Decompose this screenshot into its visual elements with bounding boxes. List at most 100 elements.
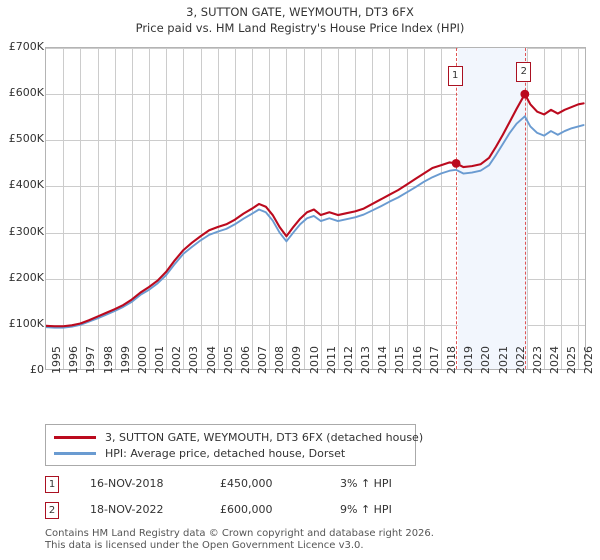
annotation-flag[interactable]: 1 [447, 66, 463, 86]
gridline-horizontal [46, 186, 585, 188]
series-lines [46, 89, 585, 329]
x-axis-tick-label: 2006 [238, 346, 252, 374]
x-axis-tick-label: 2010 [307, 346, 321, 374]
x-axis-tick-label: 1999 [118, 346, 132, 374]
footer-line-1: Contains HM Land Registry data © Crown c… [45, 528, 434, 539]
x-axis-tick-label: 2008 [273, 346, 287, 374]
gridline-vertical [149, 48, 151, 369]
x-axis-tick-label: 2023 [530, 346, 544, 374]
gridline-horizontal [46, 278, 585, 280]
gridline-vertical [526, 48, 528, 369]
x-axis-tick-label: 1998 [101, 346, 115, 374]
x-axis-tick-label: 1997 [84, 346, 98, 374]
gridline-vertical [131, 48, 133, 369]
y-axis-tick-label: £200K [8, 270, 44, 284]
x-axis-tick-label: 2002 [170, 346, 184, 374]
gridline-horizontal [46, 232, 585, 234]
gridline-vertical [544, 48, 546, 369]
gridline-vertical [114, 48, 116, 369]
gridline-horizontal [46, 140, 585, 142]
table-row[interactable]: 2 18-NOV-2022 £600,000 9% ↑ HPI [45, 500, 465, 526]
gridline-vertical [269, 48, 271, 369]
x-axis-tick-label: 2025 [565, 346, 579, 374]
gridline-vertical [578, 48, 580, 369]
x-axis-tick-label: 2024 [548, 346, 562, 374]
transaction-date: 16-NOV-2018 [90, 477, 164, 490]
x-axis-tick-label: 2011 [324, 346, 338, 374]
y-axis-tick-label: £700K [8, 40, 44, 53]
ownership-period-band [458, 48, 527, 369]
transaction-event-line [524, 48, 526, 369]
x-axis-tick-label: 2020 [479, 346, 493, 374]
gridline-vertical [423, 48, 425, 369]
x-axis-tick-label: 2007 [256, 346, 270, 374]
page-subtitle: Price paid vs. HM Land Registry's House … [135, 21, 465, 35]
footer-line-2: This data is licensed under the Open Gov… [45, 540, 364, 551]
y-axis-tick-label: £400K [8, 178, 44, 192]
gridline-vertical [80, 48, 82, 369]
gridline-vertical [406, 48, 408, 369]
legend-swatch-price-paid [54, 435, 96, 439]
chart-legend: 3, SUTTON GATE, WEYMOUTH, DT3 6FX (detac… [45, 424, 423, 466]
gridline-vertical [200, 48, 202, 369]
y-axis-tick-label: £0 [30, 363, 44, 376]
x-axis-tick-label: 2015 [393, 346, 407, 374]
x-axis-tick-label: 2003 [187, 346, 201, 374]
transaction-price: £450,000 [220, 477, 273, 490]
x-axis-tick-label: 2013 [359, 346, 373, 374]
gridline-vertical [63, 48, 65, 369]
x-axis-tick-label: 2017 [427, 346, 441, 374]
annotation-flag[interactable]: 2 [516, 62, 532, 82]
x-axis-tick-label: 2009 [290, 346, 304, 374]
x-axis-tick-label: 2014 [376, 346, 390, 374]
gridline-vertical [234, 48, 236, 369]
transaction-hpi-delta: 9% ↑ HPI [340, 503, 392, 516]
gridline-vertical [372, 48, 374, 369]
x-axis-tick-label: 2004 [204, 346, 218, 374]
gridline-vertical [389, 48, 391, 369]
transaction-event-line [456, 48, 458, 369]
x-axis-tick-label: 2001 [153, 346, 167, 374]
transactions-table: 1 16-NOV-2018 £450,000 3% ↑ HPI 2 18-NOV… [45, 474, 465, 526]
gridline-vertical [166, 48, 168, 369]
transaction-date: 18-NOV-2022 [90, 503, 164, 516]
gridline-horizontal [46, 48, 585, 49]
gridline-vertical [355, 48, 357, 369]
table-row[interactable]: 1 16-NOV-2018 £450,000 3% ↑ HPI [45, 474, 465, 500]
attribution-footer: Contains HM Land Registry data © Crown c… [45, 528, 585, 552]
gridline-vertical [561, 48, 563, 369]
price-history-chart[interactable] [45, 47, 586, 370]
gridline-vertical [97, 48, 99, 369]
series-line-hpi [46, 115, 585, 329]
gridline-horizontal [46, 324, 585, 326]
series-line-price-paid [46, 93, 585, 328]
x-axis-tick-label: 2005 [221, 346, 235, 374]
gridline-vertical [183, 48, 185, 369]
gridline-horizontal [46, 94, 585, 96]
legend-label-hpi: HPI: Average price, detached house, Dors… [105, 446, 346, 460]
transaction-point-marker[interactable] [451, 158, 461, 168]
x-axis-tick-label: 2016 [410, 346, 424, 374]
x-axis-tick-label: 1995 [50, 346, 63, 374]
legend-label-price-paid: 3, SUTTON GATE, WEYMOUTH, DT3 6FX (detac… [105, 430, 424, 444]
transaction-point-marker[interactable] [520, 89, 530, 99]
gridline-vertical [441, 48, 443, 369]
transaction-hpi-delta: 3% ↑ HPI [340, 477, 392, 490]
x-axis-tick-label: 2019 [462, 346, 476, 374]
chart-title-block: 3, SUTTON GATE, WEYMOUTH, DT3 6FX Price … [0, 4, 600, 36]
x-axis-tick-label: 2012 [341, 346, 355, 374]
legend-swatch-hpi [54, 451, 96, 455]
gridline-vertical [303, 48, 305, 369]
legend-item-price-paid: 3, SUTTON GATE, WEYMOUTH, DT3 6FX (detac… [46, 429, 423, 445]
gridline-vertical [286, 48, 288, 369]
legend-item-hpi: HPI: Average price, detached house, Dors… [46, 445, 415, 461]
status-badge: 1 [45, 476, 59, 493]
y-axis-tick-label: £100K [8, 316, 44, 330]
gridline-vertical [337, 48, 339, 369]
page-title: 3, SUTTON GATE, WEYMOUTH, DT3 6FX [186, 5, 414, 19]
x-axis-tick-label: 2000 [135, 346, 149, 374]
x-axis-tick-label: 1996 [67, 346, 81, 374]
transaction-price: £600,000 [220, 503, 273, 516]
x-axis-tick-label: 2018 [445, 346, 459, 374]
y-axis-tick-label: £300K [8, 224, 44, 238]
